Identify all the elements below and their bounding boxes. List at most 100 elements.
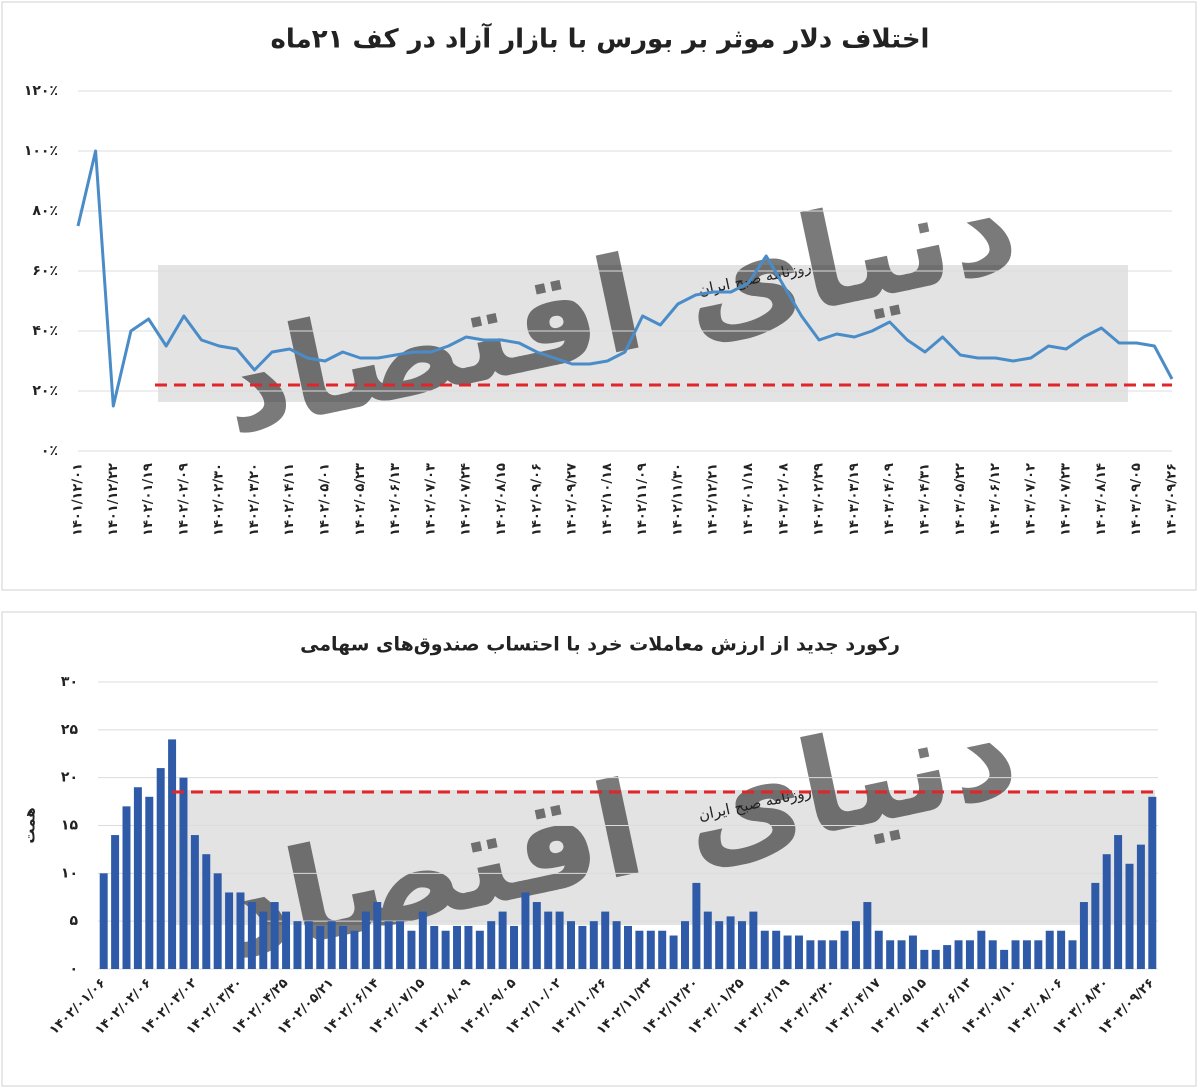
x-tick-label: ۱۴۰۲/۰۳/۲۰ xyxy=(247,463,262,536)
x-tick-label: ۱۴۰۳/۰۶/۱۲ xyxy=(988,463,1003,536)
bar xyxy=(669,935,678,969)
chart-title: اختلاف دلار موثر بر بورس با بازار آزاد د… xyxy=(271,23,930,55)
bar xyxy=(772,930,781,969)
x-tick-label: ۱۴۰۳/۰۷/۲۳ xyxy=(1059,463,1074,536)
y-tick-label: ۵ xyxy=(69,913,78,929)
bar xyxy=(1125,863,1134,969)
x-tick-label: ۱۴۰۱/۱۲/۰۱ xyxy=(71,463,86,536)
bar xyxy=(1114,835,1123,969)
bar xyxy=(1102,854,1111,969)
bar xyxy=(737,921,746,969)
bar xyxy=(293,921,302,969)
bar xyxy=(988,940,997,969)
x-tick-label: ۱۴۰۳/۰۵/۲۲ xyxy=(953,463,968,536)
x-tick-label: ۱۴۰۲/۱۱/۰۹ xyxy=(635,463,650,536)
bar xyxy=(863,902,872,969)
bar xyxy=(133,787,142,969)
bar xyxy=(829,940,838,969)
bar xyxy=(259,911,268,969)
bar xyxy=(373,902,382,969)
bar xyxy=(111,835,120,969)
bar xyxy=(806,940,815,969)
bar xyxy=(407,930,416,969)
x-tick-label: ۱۴۰۲/۰۴/۱۱ xyxy=(282,463,297,536)
bar xyxy=(658,930,667,969)
x-tick-label: ۱۴۰۲/۰۹/۲۷ xyxy=(565,463,580,536)
bar xyxy=(247,902,256,969)
watermark-box xyxy=(172,790,1155,925)
x-tick-label: ۱۴۰۲/۰۲/۳۰ xyxy=(212,463,227,536)
x-tick-label: ۱۴۰۲/۰۱/۱۹ xyxy=(141,463,156,536)
bar xyxy=(441,930,450,969)
bar xyxy=(578,925,587,969)
bar xyxy=(487,921,496,969)
bar xyxy=(703,911,712,969)
x-tick-label: ۱۴۰۳/۰۱/۱۸ xyxy=(741,463,756,536)
bar xyxy=(931,949,940,969)
bar xyxy=(1045,930,1054,969)
bar xyxy=(1091,882,1100,969)
y-tick-label: ۱۵ xyxy=(61,818,79,834)
y-tick-label: ۲۰٪ xyxy=(32,383,58,399)
bar xyxy=(145,796,154,969)
bar xyxy=(213,873,222,969)
watermark-box xyxy=(158,265,1128,402)
x-tick-label: ۱۴۰۱/۱۲/۲۲ xyxy=(106,463,121,536)
x-tick-label: ۱۴۰۳/۰۹/۰۵ xyxy=(1129,463,1144,536)
y-tick-label: ۴۰٪ xyxy=(32,323,58,339)
x-tick-label: ۱۴۰۲/۰۶/۱۳ xyxy=(388,463,403,536)
y-axis-label: همت xyxy=(21,807,39,843)
bar xyxy=(646,930,655,969)
bar xyxy=(236,892,245,969)
bar xyxy=(965,940,974,969)
bar xyxy=(897,940,906,969)
y-tick-label: ۶۰٪ xyxy=(32,263,58,279)
bar xyxy=(350,930,359,969)
bar xyxy=(635,930,644,969)
bar xyxy=(396,921,405,969)
bar xyxy=(1079,902,1088,969)
y-tick-label: ۱۰ xyxy=(61,865,78,881)
bar xyxy=(179,777,188,969)
bar xyxy=(840,930,849,969)
x-tick-label: ۱۴۰۲/۱۱/۳۰ xyxy=(670,463,685,536)
bar xyxy=(1057,930,1066,969)
x-tick-label: ۱۴۰۳/۰۲/۰۸ xyxy=(776,463,791,536)
x-tick-label: ۱۴۰۳/۰۳/۱۹ xyxy=(847,463,862,536)
bar xyxy=(361,911,370,969)
y-tick-label: ۳۰ xyxy=(61,674,78,690)
bar xyxy=(760,930,769,969)
bar xyxy=(316,925,325,969)
bar xyxy=(692,882,701,969)
bar xyxy=(384,921,393,969)
y-tick-label: ۰ xyxy=(69,961,78,977)
bar xyxy=(567,921,575,969)
bar xyxy=(1022,940,1031,969)
bar xyxy=(327,921,336,969)
bar xyxy=(1000,949,1009,969)
bar xyxy=(1148,796,1157,969)
x-tick-label: ۱۴۰۲/۱۲/۲۱ xyxy=(706,463,721,536)
x-tick-label: ۱۴۰۲/۰۲/۰۹ xyxy=(176,463,191,536)
bar xyxy=(681,921,689,969)
bar xyxy=(122,806,131,969)
y-tick-label: ۲۵ xyxy=(61,722,79,738)
bar xyxy=(418,911,427,969)
bar xyxy=(977,930,986,969)
chart-title: رکورد جدید از ارزش معاملات خرد با احتساب… xyxy=(300,634,900,656)
bar xyxy=(943,945,952,969)
x-tick-label: ۱۴۰۲/۰۷/۰۳ xyxy=(423,463,438,536)
bar xyxy=(225,892,234,969)
x-tick-label: ۱۴۰۲/۰۷/۲۴ xyxy=(459,463,474,536)
bar xyxy=(715,921,724,969)
bar xyxy=(1011,940,1020,969)
bar xyxy=(794,935,803,969)
bar xyxy=(749,911,758,969)
y-tick-label: ۱۰۰٪ xyxy=(24,143,58,159)
bar xyxy=(453,925,462,969)
x-tick-label: ۱۴۰۲/۱۰/۱۸ xyxy=(600,463,615,536)
bar xyxy=(624,925,632,969)
y-tick-label: ۱۲۰٪ xyxy=(24,83,58,99)
y-tick-label: ۸۰٪ xyxy=(32,203,58,219)
